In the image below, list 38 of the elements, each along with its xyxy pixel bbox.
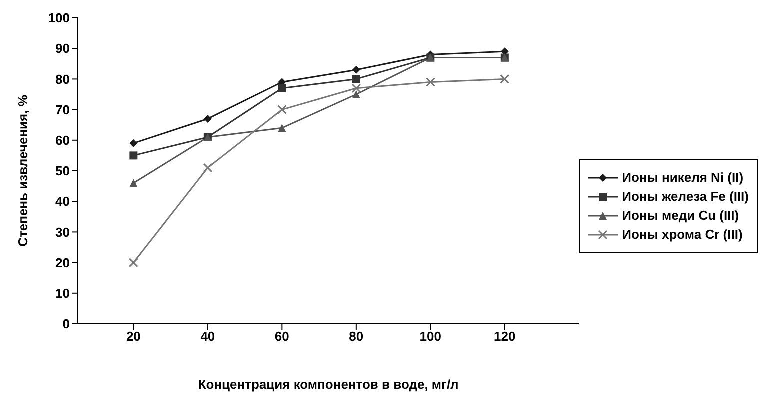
point bbox=[128, 258, 138, 268]
point bbox=[278, 84, 286, 92]
point bbox=[426, 78, 436, 88]
legend-label: Ионы хрома Cr (III) bbox=[622, 227, 743, 242]
point bbox=[130, 139, 138, 148]
y-tick-label: 50 bbox=[56, 164, 70, 179]
y-tick-label: 0 bbox=[62, 316, 70, 332]
x-tick-label: 20 bbox=[126, 329, 141, 344]
y-tick-label: 10 bbox=[56, 286, 70, 302]
x-tick-label: 120 bbox=[494, 329, 516, 344]
x-tick-label: 100 bbox=[420, 329, 442, 344]
y-tick-label: 20 bbox=[56, 255, 70, 270]
point bbox=[352, 66, 360, 74]
point bbox=[352, 90, 360, 98]
x-tick-label: 80 bbox=[349, 329, 364, 344]
y-tick-label: 80 bbox=[56, 72, 70, 87]
point bbox=[278, 124, 286, 132]
y-axis-title: Степень извлечения, % bbox=[16, 94, 31, 247]
legend-label: Ионы никеля Ni (II) bbox=[622, 170, 744, 185]
point bbox=[500, 74, 510, 84]
point bbox=[352, 84, 362, 94]
y-tick-label: 70 bbox=[56, 102, 70, 118]
y-tick-label: 30 bbox=[56, 224, 70, 240]
x-axis-title: Концентрация компонентов в воде, мг/л bbox=[198, 377, 459, 392]
y-tick-label: 40 bbox=[56, 194, 70, 210]
y-tick-label: 60 bbox=[56, 133, 70, 148]
point bbox=[203, 163, 213, 173]
legend-label: Ионы железа Fe (III) bbox=[622, 189, 749, 204]
point bbox=[130, 179, 138, 188]
legend-label: Ионы меди Cu (III) bbox=[622, 208, 740, 223]
point bbox=[204, 114, 212, 123]
x-tick-label: 40 bbox=[200, 329, 216, 344]
y-tick-label: 100 bbox=[48, 10, 70, 26]
point bbox=[352, 75, 360, 84]
y-tick-label: 90 bbox=[56, 41, 70, 56]
point bbox=[130, 152, 138, 160]
point bbox=[277, 105, 287, 115]
x-tick-label: 60 bbox=[274, 329, 290, 344]
